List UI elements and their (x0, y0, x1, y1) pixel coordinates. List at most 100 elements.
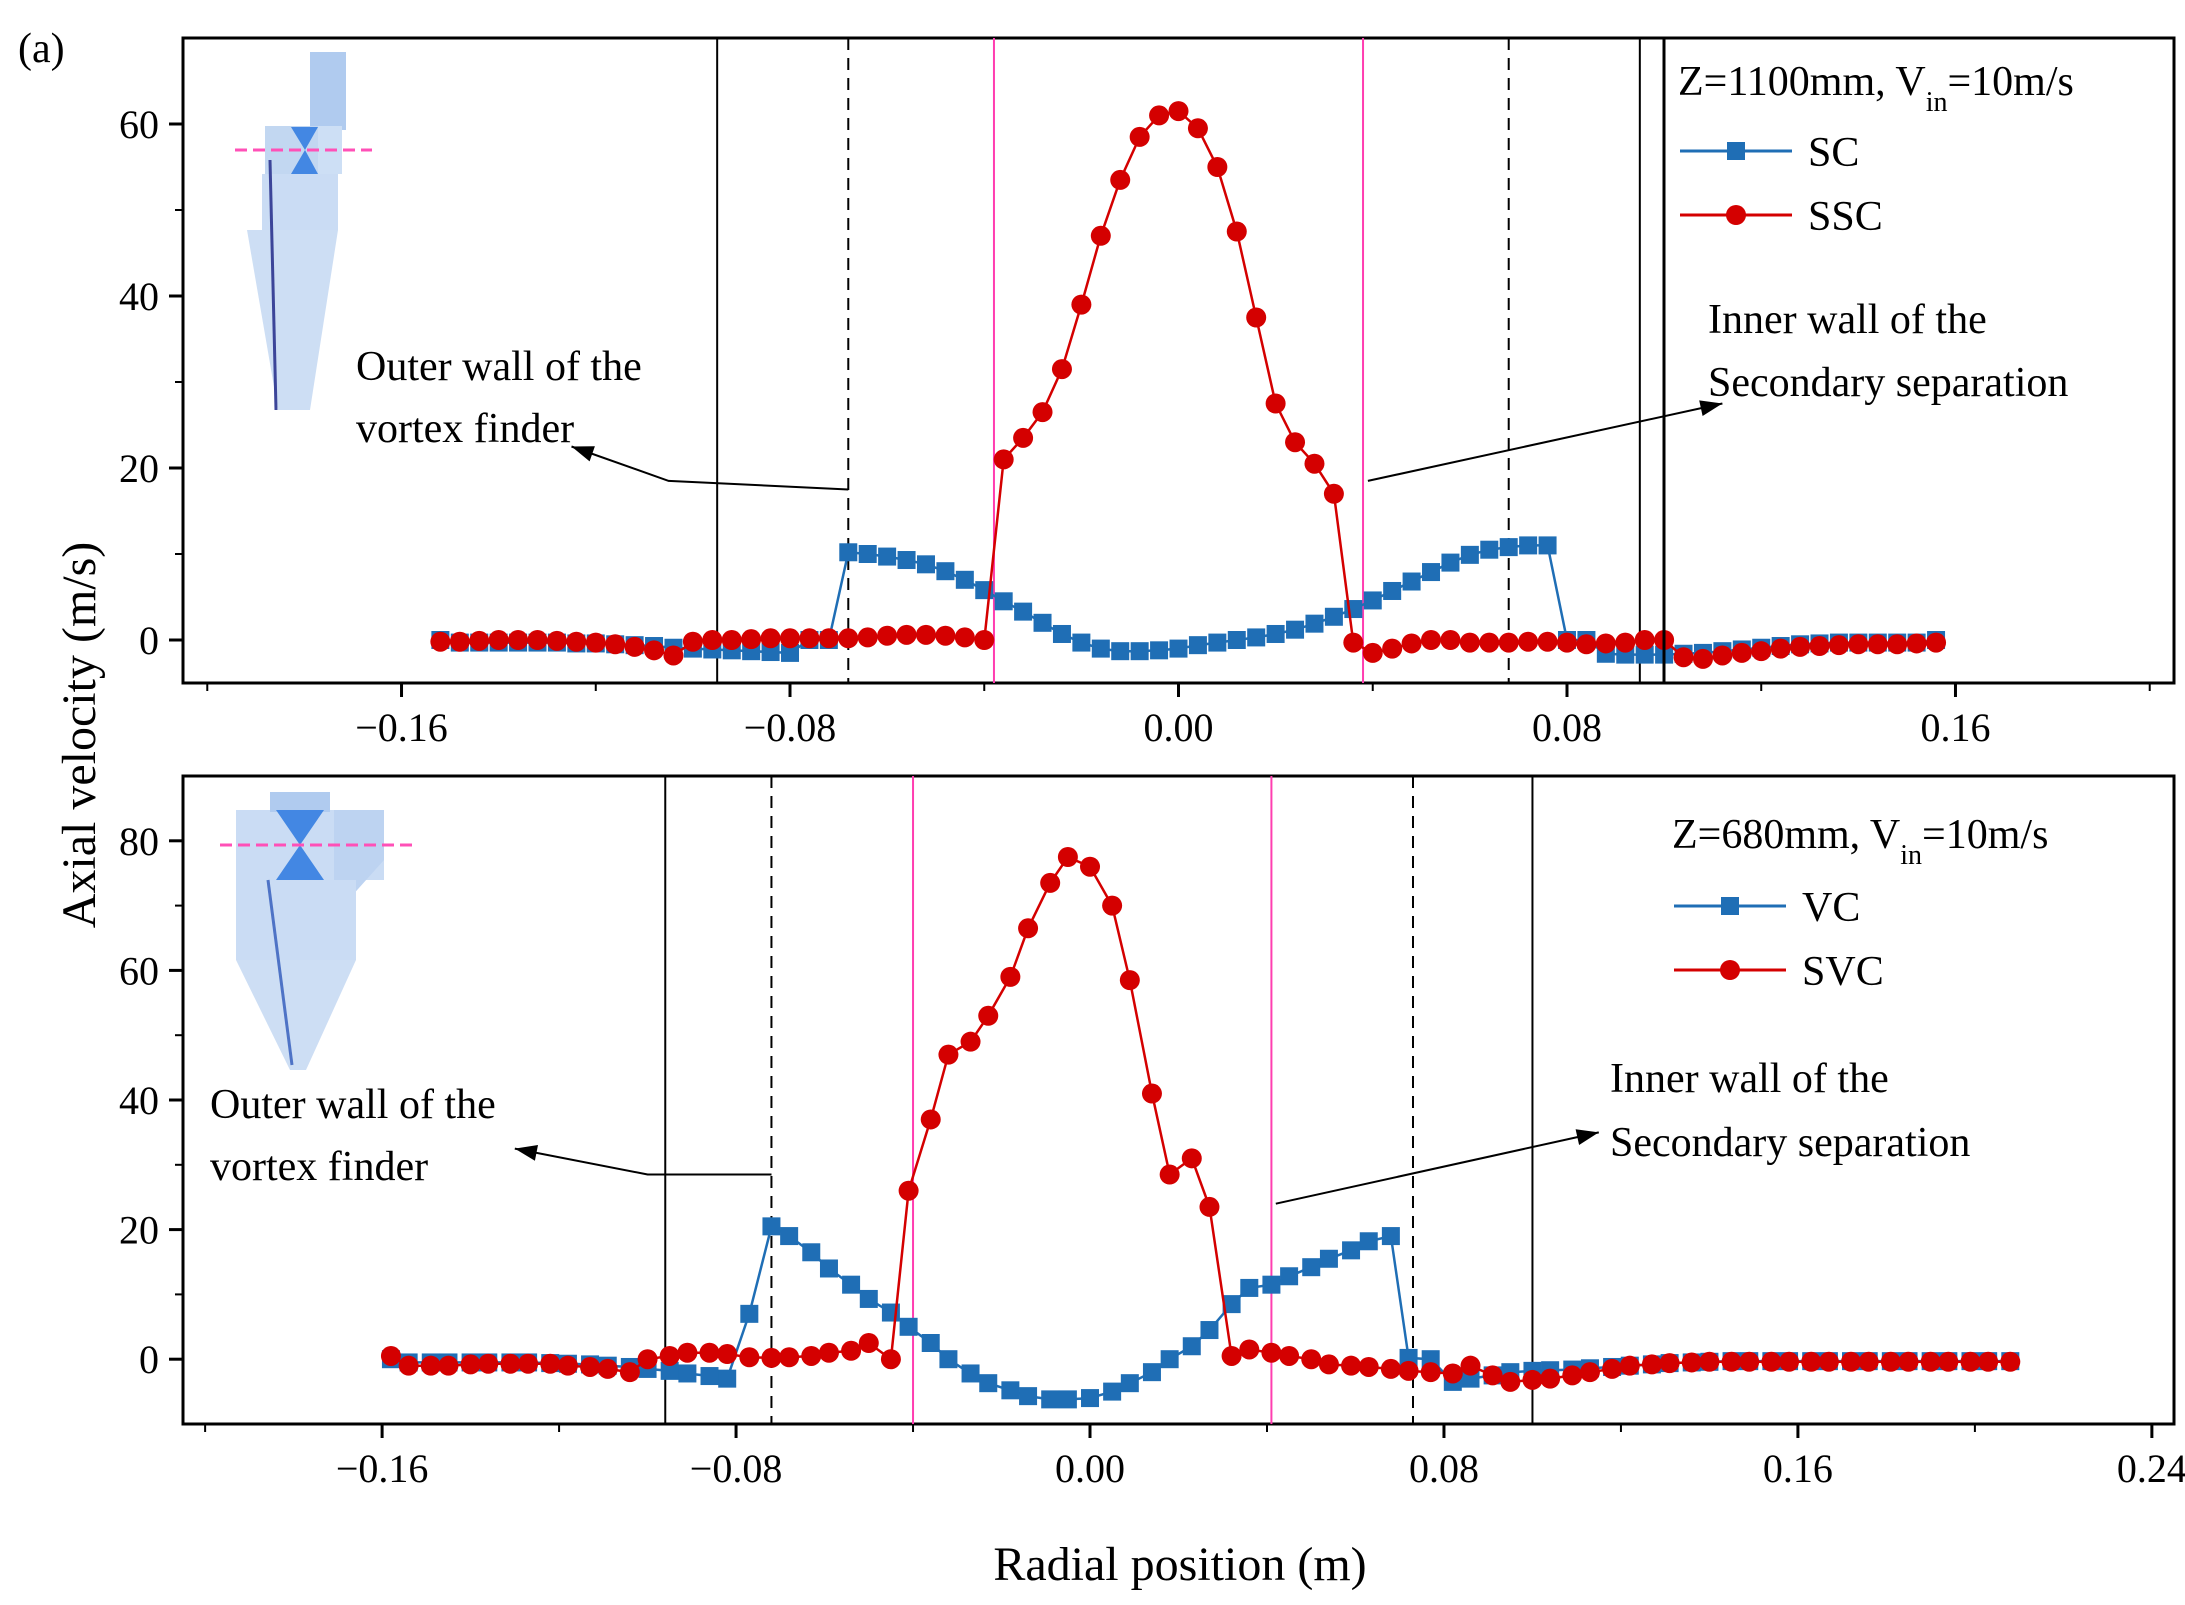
data-point-sc (1519, 536, 1538, 555)
data-point-svc (1858, 1351, 1879, 1372)
data-point-vc (1182, 1337, 1201, 1356)
data-point-ssc (469, 630, 490, 651)
data-point-vc (1081, 1389, 1100, 1408)
data-point-sc (1091, 639, 1110, 658)
data-point-svc (1659, 1353, 1680, 1374)
data-point-ssc (838, 628, 859, 649)
annotation-line: vortex finder (356, 406, 574, 452)
data-point-svc (580, 1356, 601, 1377)
data-point-ssc (585, 632, 606, 653)
data-point-svc (540, 1353, 561, 1374)
data-point-svc (1779, 1351, 1800, 1372)
data-point-vc (1342, 1241, 1361, 1260)
data-point-svc (557, 1355, 578, 1376)
data-point-svc (898, 1180, 919, 1201)
data-point-ssc (896, 624, 917, 645)
data-point-ssc (1090, 225, 1111, 246)
data-point-ssc (915, 624, 936, 645)
data-point-svc (1221, 1345, 1242, 1366)
data-point-vc (1222, 1295, 1241, 1314)
data-point-svc (1841, 1351, 1862, 1372)
data-point-sc (1635, 645, 1654, 664)
annotation-arrow (1367, 402, 1723, 482)
data-point-svc (1420, 1362, 1441, 1383)
data-point-svc (1080, 856, 1101, 877)
data-point-ssc (1129, 126, 1150, 147)
data-point-sc (878, 547, 897, 566)
data-point-ssc (663, 645, 684, 666)
legend-label: SSC (1808, 194, 1883, 240)
data-point-ssc (1323, 483, 1344, 504)
data-point-svc (801, 1345, 822, 1366)
data-point-ssc (1459, 632, 1480, 653)
data-point-svc (1482, 1365, 1503, 1386)
data-point-svc (1040, 872, 1061, 893)
data-point-svc (1358, 1356, 1379, 1377)
legend-marker-square (1721, 897, 1739, 915)
cyclone-schematic-bottom-icon (220, 792, 412, 1070)
data-point-ssc (1032, 402, 1053, 423)
cyclone-schematic-top-icon (235, 52, 372, 411)
data-point-ssc (1304, 453, 1325, 474)
data-point-vc (1319, 1249, 1338, 1268)
data-point-ssc (974, 630, 995, 650)
data-point-vc (660, 1361, 679, 1380)
data-point-ssc (1382, 638, 1403, 659)
data-point-sc (1383, 581, 1402, 600)
data-point-vc (859, 1289, 878, 1308)
data-point-vc (1240, 1278, 1259, 1297)
annotation-inner-wall-bottom: Inner wall of the Secondary separation (1610, 1056, 1970, 1166)
annotation-line: Outer wall of the (356, 344, 642, 390)
data-point-sc (1188, 636, 1207, 655)
data-point-ssc (1051, 359, 1072, 380)
data-point-sc (1499, 538, 1518, 557)
data-point-svc (699, 1342, 720, 1363)
data-point-svc (380, 1345, 401, 1366)
data-point-sc (1441, 553, 1460, 572)
y-axis-bottom: 0 20 40 60 80 (119, 819, 183, 1382)
data-point-svc (938, 1044, 959, 1065)
arrowhead (1699, 400, 1723, 416)
data-point-ssc (1226, 221, 1247, 242)
data-point-vc (1058, 1390, 1077, 1409)
data-point-sc (1072, 633, 1091, 652)
y-tick-label: 60 (119, 948, 159, 993)
x-axis-top: −0.16 −0.08 0.00 0.08 0.16 (206, 683, 2151, 750)
data-point-sc (1402, 572, 1421, 591)
annotation-line: Inner wall of the (1610, 1056, 1889, 1102)
data-point-ssc (1751, 641, 1772, 662)
legend-marker-circle (1720, 960, 1740, 980)
data-point-svc (1318, 1354, 1339, 1375)
data-point-ssc (1887, 634, 1908, 655)
legend-marker-square (1727, 142, 1745, 160)
data-point-svc (460, 1354, 481, 1375)
data-point-ssc (993, 449, 1014, 470)
x-tick-label: 0.00 (1055, 1446, 1125, 1491)
data-point-svc (1159, 1164, 1180, 1185)
data-point-ssc (1790, 636, 1811, 657)
data-point-svc (1000, 966, 1021, 987)
data-point-svc (779, 1347, 800, 1368)
data-point-sc (1363, 591, 1382, 610)
data-point-svc (1119, 970, 1140, 991)
annotation-line: vortex finder (210, 1144, 428, 1190)
data-point-svc (1199, 1196, 1220, 1217)
data-point-svc (1960, 1351, 1981, 1372)
data-point-ssc (741, 629, 762, 650)
x-tick-label: 0.16 (1920, 705, 1990, 750)
data-point-svc (978, 1005, 999, 1026)
data-point-ssc (508, 630, 529, 650)
data-point-ssc (877, 625, 898, 646)
data-point-svc (619, 1362, 640, 1383)
legend-label: VC (1802, 885, 1860, 931)
data-point-ssc (1479, 632, 1500, 653)
data-point-ssc (1013, 427, 1034, 448)
annotation-arrow (514, 1147, 772, 1176)
y-tick-label: 0 (139, 1337, 159, 1382)
data-point-svc (1261, 1342, 1282, 1363)
data-point-ssc (1440, 630, 1461, 650)
data-point-ssc (818, 628, 839, 649)
x-tick-label: −0.16 (336, 1446, 429, 1491)
data-point-svc (880, 1349, 901, 1370)
